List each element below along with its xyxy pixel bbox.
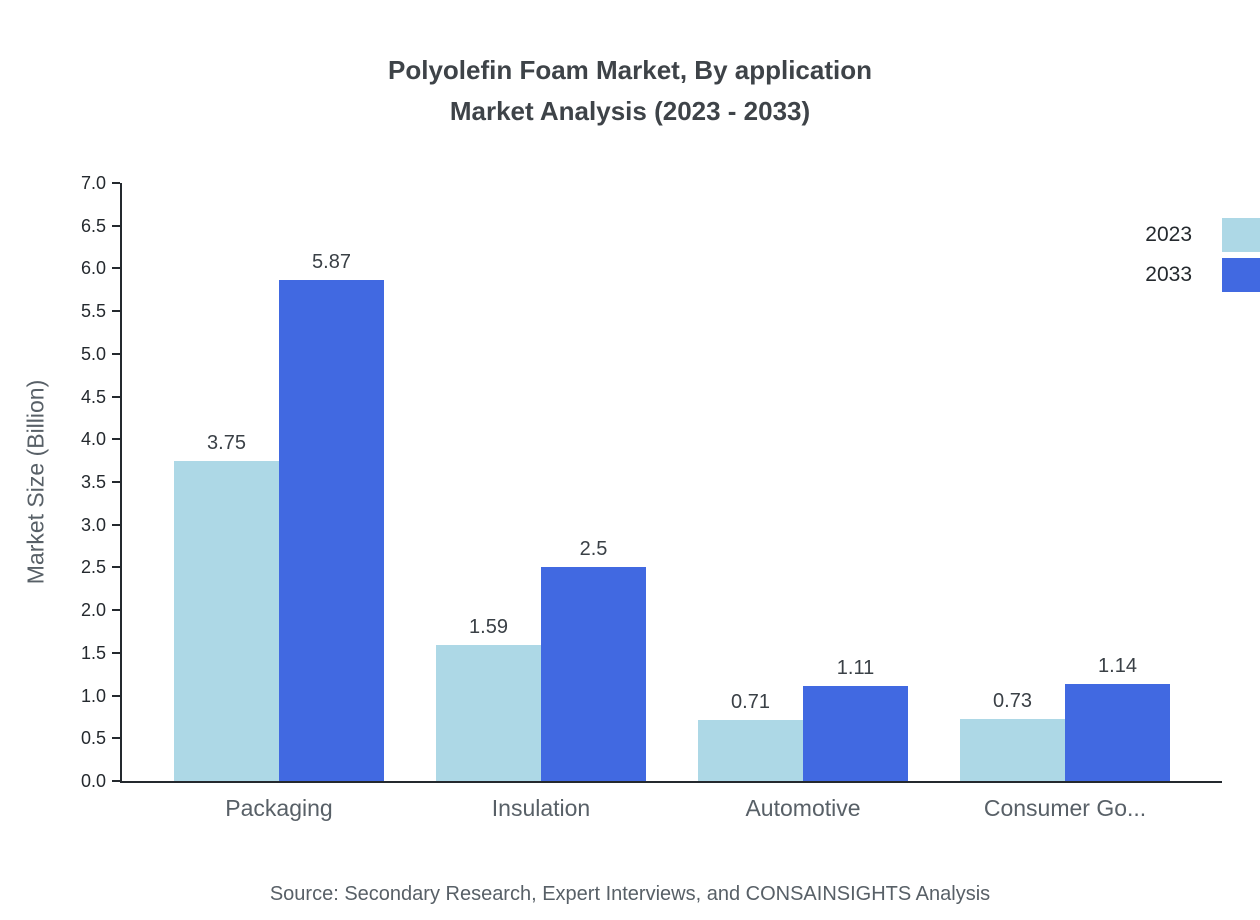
y-tick-mark <box>112 182 120 184</box>
y-tick-mark <box>112 481 120 483</box>
legend-swatch-icon <box>1222 218 1260 252</box>
legend-item-2023: 2023 <box>1145 218 1260 252</box>
bar-value-label: 5.87 <box>312 250 351 273</box>
plot-area: 0.0 0.5 1.0 1.5 2.0 2.5 3.0 3.5 4.0 4.5 5.0 5.5 6.0 6… <box>81 174 1222 821</box>
bar-value-label: 0.71 <box>731 691 770 714</box>
y-tick-mark <box>112 566 120 569</box>
source-note: Source: Secondary Research, Expert Inter… <box>269 883 991 905</box>
bar-2023 <box>436 645 541 781</box>
y-tick-label: 6.0 <box>80 258 106 279</box>
y-tick-mark <box>112 523 120 526</box>
bar-value-label: 1.14 <box>1098 654 1137 677</box>
bar-value-label: 2.5 <box>579 538 608 561</box>
y-tick-label: 0.0 <box>80 771 106 791</box>
y-tick-mark <box>112 310 120 313</box>
x-axis-label: Automotive <box>745 795 861 821</box>
chart-title-line2: Market Analysis (2023 - 2033) <box>449 96 811 126</box>
y-tick-mark <box>112 438 120 441</box>
legend-item-2033: 2033 <box>1145 258 1260 292</box>
x-axis-label: Packaging <box>225 795 333 821</box>
y-tick-label: 5.5 <box>80 301 106 322</box>
y-tick-label: 0.5 <box>80 728 106 749</box>
chart-title-line1: Polyolefin Foam Market, By application <box>388 55 872 85</box>
y-tick-label: 6.5 <box>80 215 106 236</box>
bar-2033 <box>803 686 908 781</box>
y-tick-mark <box>112 224 120 227</box>
y-tick-mark <box>112 780 120 782</box>
bar-value-label: 3.75 <box>207 431 246 454</box>
bar-2033 <box>541 567 646 781</box>
y-tick-label: 3.0 <box>80 514 106 535</box>
y-tick-label: 2.0 <box>80 600 106 621</box>
y-tick-mark <box>112 651 120 654</box>
bar-2023 <box>698 720 803 781</box>
y-tick-label: 5.0 <box>80 343 106 364</box>
y-tick-label: 3.5 <box>80 472 106 492</box>
y-tick-mark <box>112 395 120 398</box>
y-tick-mark <box>112 737 120 740</box>
y-tick-label: 1.5 <box>80 642 106 663</box>
y-tick-label: 1.0 <box>80 685 106 706</box>
y-tick-label: 2.5 <box>80 557 106 578</box>
y-tick-mark <box>112 609 120 612</box>
y-tick-mark <box>112 352 120 355</box>
bar-2023 <box>960 718 1065 781</box>
bar-value-label: 1.59 <box>469 616 508 639</box>
legend-swatch-icon <box>1222 258 1260 292</box>
x-axis-label: Insulation <box>491 795 591 821</box>
y-tick-label: 7.0 <box>80 173 106 193</box>
y-tick-label: 4.0 <box>80 429 106 450</box>
bar-2033 <box>279 279 384 781</box>
bar-2033 <box>1065 683 1170 781</box>
bar-2023 <box>174 460 279 781</box>
y-tick-mark <box>112 267 120 270</box>
x-axis-label: Consumer Go... <box>983 795 1147 821</box>
y-tick-mark <box>112 694 120 697</box>
chart-title: Polyolefin Foam Market, By application M… <box>0 50 1260 132</box>
legend-label: 2023 <box>1145 223 1192 246</box>
legend-label: 2033 <box>1145 263 1192 286</box>
y-tick-label: 4.5 <box>80 386 106 407</box>
legend: 2023 2033 <box>1145 218 1260 292</box>
bar-value-label: 0.73 <box>993 689 1032 712</box>
bar-value-label: 1.11 <box>836 657 875 680</box>
